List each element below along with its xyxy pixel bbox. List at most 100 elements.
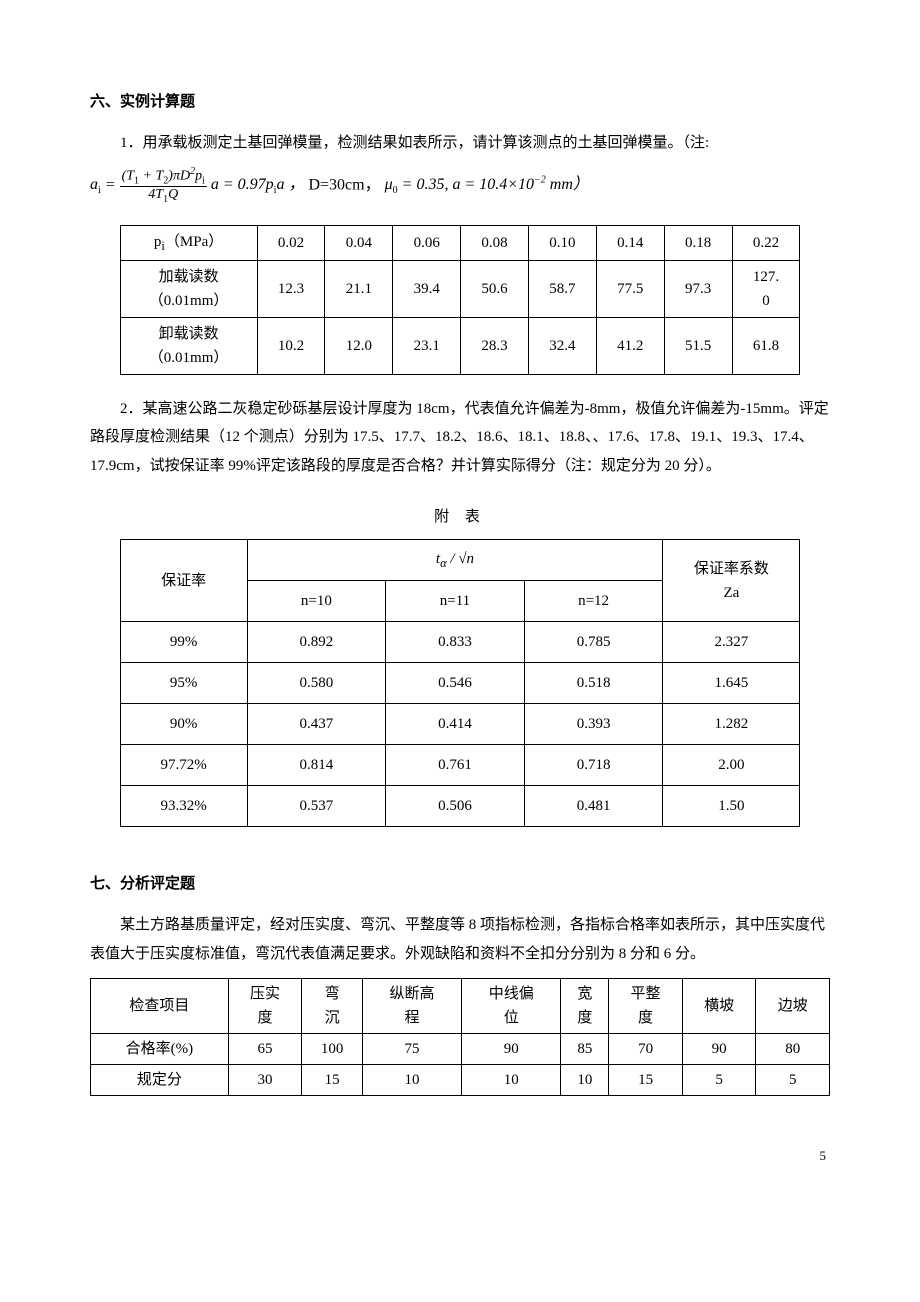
- q2-para: 2．某高速公路二灰稳定砂砾基层设计厚度为 18cm，代表值允许偏差为-8mm，极…: [90, 395, 830, 481]
- q1-lead: 1．用承载板测定土基回弹模量，检测结果如表所示，请计算该测点的土基回弹模量。（注…: [90, 129, 830, 158]
- t2-h0: 保证率: [120, 540, 247, 622]
- t1-l0: 12.3: [257, 260, 325, 317]
- t3-r2c8: 5: [756, 1065, 830, 1096]
- t2-r0: 99% 0.892 0.833 0.785 2.327: [120, 622, 800, 663]
- t2-r2: 90% 0.437 0.414 0.393 1.282: [120, 704, 800, 745]
- t2-n12: n=12: [524, 581, 663, 622]
- t1-l1: 21.1: [325, 260, 393, 317]
- t2-r1c4: 1.645: [663, 663, 800, 704]
- t2-r1c3: 0.518: [524, 663, 663, 704]
- t2-r4c2: 0.506: [386, 786, 525, 827]
- t3-r2c1: 30: [228, 1065, 302, 1096]
- t2-r1c1: 0.580: [247, 663, 386, 704]
- t1-h1: 加载读数（0.01mm）: [120, 260, 257, 317]
- table3: 检查项目 压实度 弯沉 纵断高程 中线偏位 宽度 平整度 横坡 边坡 合格率(%…: [90, 978, 830, 1096]
- t1-h0: pi（MPa）: [120, 225, 257, 260]
- t2-n11: n=11: [386, 581, 525, 622]
- t3-r2c3: 10: [362, 1065, 461, 1096]
- t3-r2c4: 10: [462, 1065, 561, 1096]
- t2-r4c3: 0.481: [524, 786, 663, 827]
- t1-u1: 12.0: [325, 317, 393, 374]
- t2-r4c4: 1.50: [663, 786, 800, 827]
- t2-r2c1: 0.437: [247, 704, 386, 745]
- table1: pi（MPa） 0.02 0.04 0.06 0.08 0.10 0.14 0.…: [120, 225, 801, 375]
- t2-r4c1: 0.537: [247, 786, 386, 827]
- t2-hza: 保证率系数Za: [663, 540, 800, 622]
- section6-title: 六、实例计算题: [90, 90, 830, 114]
- t2-r0c4: 2.327: [663, 622, 800, 663]
- t3-r1c1: 65: [228, 1034, 302, 1065]
- t3-r2c5: 10: [561, 1065, 609, 1096]
- t3-r0: 检查项目 压实度 弯沉 纵断高程 中线偏位 宽度 平整度 横坡 边坡: [91, 979, 830, 1034]
- t3-r2c6: 15: [609, 1065, 683, 1096]
- t2-r0c2: 0.833: [386, 622, 525, 663]
- t3-r1c3: 75: [362, 1034, 461, 1065]
- t1-h2: 卸载读数（0.01mm）: [120, 317, 257, 374]
- t2-r0c3: 0.785: [524, 622, 663, 663]
- t1-l2: 39.4: [393, 260, 461, 317]
- t1-l3: 50.6: [461, 260, 529, 317]
- t3-r2c2: 15: [302, 1065, 363, 1096]
- t1-l4: 58.7: [528, 260, 596, 317]
- t3-r0c6: 平整度: [609, 979, 683, 1034]
- t3-r1c8: 80: [756, 1034, 830, 1065]
- t3-r0c0: 检查项目: [91, 979, 229, 1034]
- t1-c0: 0.02: [257, 225, 325, 260]
- formula-mu: μ0 = 0.35, a = 10.4×10−2 mm）: [385, 176, 589, 193]
- t1-u6: 51.5: [664, 317, 732, 374]
- section7-para: 某土方路基质量评定，经对压实度、弯沉、平整度等 8 项指标检测，各指标合格率如表…: [90, 911, 830, 968]
- t2-r3c0: 97.72%: [120, 745, 247, 786]
- t1-l7: 127.0: [732, 260, 800, 317]
- t2-header1: 保证率 tα / √n 保证率系数Za: [120, 540, 800, 581]
- t3-r0c1: 压实度: [228, 979, 302, 1034]
- t2-r4: 93.32% 0.537 0.506 0.481 1.50: [120, 786, 800, 827]
- t3-r0c3: 纵断高程: [362, 979, 461, 1034]
- table1-header-row: pi（MPa） 0.02 0.04 0.06 0.08 0.10 0.14 0.…: [120, 225, 800, 260]
- t2-r0c1: 0.892: [247, 622, 386, 663]
- t3-r1: 合格率(%) 65 100 75 90 85 70 90 80: [91, 1034, 830, 1065]
- section7-title: 七、分析评定题: [90, 872, 830, 896]
- t3-r0c5: 宽度: [561, 979, 609, 1034]
- t1-c5: 0.14: [596, 225, 664, 260]
- t3-r1c7: 90: [682, 1034, 756, 1065]
- t2-r2c2: 0.414: [386, 704, 525, 745]
- table1-unloading-row: 卸载读数（0.01mm） 10.2 12.0 23.1 28.3 32.4 41…: [120, 317, 800, 374]
- formula-ai: ai: [90, 176, 101, 193]
- t2-r3c1: 0.814: [247, 745, 386, 786]
- t2-r1c2: 0.546: [386, 663, 525, 704]
- table2-title: 附 表: [90, 505, 830, 529]
- t3-r0c7: 横坡: [682, 979, 756, 1034]
- t3-r2c0: 规定分: [91, 1065, 229, 1096]
- t1-l6: 97.3: [664, 260, 732, 317]
- t2-r1c0: 95%: [120, 663, 247, 704]
- t2-r3: 97.72% 0.814 0.761 0.718 2.00: [120, 745, 800, 786]
- t3-r1c2: 100: [302, 1034, 363, 1065]
- t2-n10: n=10: [247, 581, 386, 622]
- t1-u7: 61.8: [732, 317, 800, 374]
- formula-mid: a = 0.97pia ，: [211, 176, 305, 193]
- formula-frac: (T1 + T2)πD2pi 4T1Q: [120, 166, 207, 205]
- t2-r1: 95% 0.580 0.546 0.518 1.645: [120, 663, 800, 704]
- t1-c6: 0.18: [664, 225, 732, 260]
- t2-r0c0: 99%: [120, 622, 247, 663]
- t1-c3: 0.08: [461, 225, 529, 260]
- t1-u5: 41.2: [596, 317, 664, 374]
- table2: 保证率 tα / √n 保证率系数Za n=10 n=11 n=12 99% 0…: [120, 539, 801, 827]
- t1-c4: 0.10: [528, 225, 596, 260]
- t3-r0c2: 弯沉: [302, 979, 363, 1034]
- formula-d: D=30cm，: [308, 176, 380, 193]
- t1-u3: 28.3: [461, 317, 529, 374]
- t1-c7: 0.22: [732, 225, 800, 260]
- t3-r2c7: 5: [682, 1065, 756, 1096]
- t2-r2c0: 90%: [120, 704, 247, 745]
- t3-r1c5: 85: [561, 1034, 609, 1065]
- t2-r3c3: 0.718: [524, 745, 663, 786]
- q1-formula: ai = (T1 + T2)πD2pi 4T1Q a = 0.97pia ， D…: [90, 166, 830, 205]
- t3-r1c6: 70: [609, 1034, 683, 1065]
- t2-r3c4: 2.00: [663, 745, 800, 786]
- t1-u4: 32.4: [528, 317, 596, 374]
- t1-l5: 77.5: [596, 260, 664, 317]
- formula-eq: =: [105, 176, 120, 193]
- t1-c2: 0.06: [393, 225, 461, 260]
- t2-r3c2: 0.761: [386, 745, 525, 786]
